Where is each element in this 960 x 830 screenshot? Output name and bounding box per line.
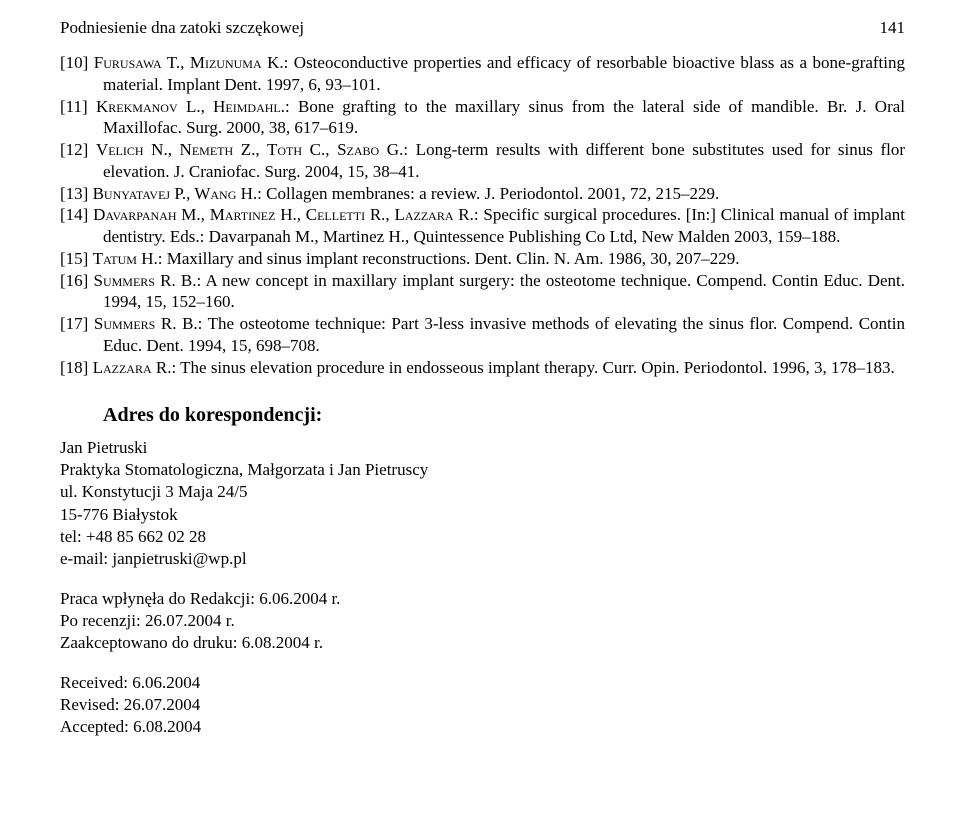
ref-num: [13] — [60, 184, 88, 203]
reference-item: [11] Krekmanov L., Heimdahl.: Bone graft… — [60, 96, 905, 140]
date-line: Po recenzji: 26.07.2004 r. — [60, 610, 905, 632]
ref-authors: Davarpanah M., Martinez H., Celletti R.,… — [93, 205, 474, 224]
ref-authors: Summers R. B. — [94, 271, 197, 290]
reference-item: [12] Velich N., Nemeth Z., Toth C., Szab… — [60, 139, 905, 183]
date-line: Praca wpłynęła do Redakcji: 6.06.2004 r. — [60, 588, 905, 610]
ref-authors: Furusawa T., Mizunuma K. — [94, 53, 284, 72]
ref-rest: : A new concept in maxillary implant sur… — [103, 271, 905, 312]
ref-authors: Lazzara R. — [93, 358, 172, 377]
ref-num: [14] — [60, 205, 88, 224]
spacer — [60, 570, 905, 588]
reference-item: [14] Davarpanah M., Martinez H., Cellett… — [60, 204, 905, 248]
ref-num: [12] — [60, 140, 88, 159]
ref-rest: : Collagen membranes: a review. J. Perio… — [257, 184, 719, 203]
spacer — [60, 654, 905, 672]
address-line: ul. Konstytucji 3 Maja 24/5 — [60, 481, 905, 503]
reference-item: [18] Lazzara R.: The sinus elevation pro… — [60, 357, 905, 379]
correspondence-heading: Adres do korespondencji: — [60, 404, 905, 427]
ref-num: [15] — [60, 249, 88, 268]
address-line: tel: +48 85 662 02 28 — [60, 526, 905, 548]
references-list: [10] Furusawa T., Mizunuma K.: Osteocond… — [60, 52, 905, 378]
date-line: Zaakceptowano do druku: 6.08.2004 r. — [60, 632, 905, 654]
submission-dates: Praca wpłynęła do Redakcji: 6.06.2004 r.… — [60, 588, 905, 654]
reference-item: [16] Summers R. B.: A new concept in max… — [60, 270, 905, 314]
ref-authors: Tatum H. — [93, 249, 158, 268]
reference-item: [10] Furusawa T., Mizunuma K.: Osteocond… — [60, 52, 905, 96]
reference-item: [17] Summers R. B.: The osteotome techni… — [60, 313, 905, 357]
ref-num: [10] — [60, 53, 88, 72]
correspondence-address: Jan Pietruski Praktyka Stomatologiczna, … — [60, 437, 905, 570]
page-container: Podniesienie dna zatoki szczękowej 141 [… — [0, 0, 960, 758]
address-line: Praktyka Stomatologiczna, Małgorzata i J… — [60, 459, 905, 481]
date-line: Accepted: 6.08.2004 — [60, 716, 905, 738]
date-line: Received: 6.06.2004 — [60, 672, 905, 694]
ref-rest: : The sinus elevation procedure in endos… — [171, 358, 894, 377]
date-line: Revised: 26.07.2004 — [60, 694, 905, 716]
reference-item: [13] Bunyatavej P., Wang H.: Collagen me… — [60, 183, 905, 205]
ref-authors: Velich N., Nemeth Z., Toth C., Szabo G. — [96, 140, 403, 159]
ref-authors: Krekmanov L., Heimdahl. — [96, 97, 285, 116]
address-line: Jan Pietruski — [60, 437, 905, 459]
ref-num: [11] — [60, 97, 88, 116]
ref-authors: Bunyatavej P., Wang H. — [93, 184, 258, 203]
page-number: 141 — [880, 18, 906, 38]
address-line: e-mail: janpietruski@wp.pl — [60, 548, 905, 570]
received-dates: Received: 6.06.2004 Revised: 26.07.2004 … — [60, 672, 905, 738]
address-line: 15-776 Białystok — [60, 504, 905, 526]
running-header: Podniesienie dna zatoki szczękowej 141 — [60, 18, 905, 38]
ref-rest: : The osteotome technique: Part 3-less i… — [103, 314, 905, 355]
ref-rest: : Maxillary and sinus implant reconstruc… — [158, 249, 740, 268]
ref-num: [18] — [60, 358, 88, 377]
ref-num: [16] — [60, 271, 88, 290]
reference-item: [15] Tatum H.: Maxillary and sinus impla… — [60, 248, 905, 270]
ref-authors: Summers R. B. — [94, 314, 198, 333]
running-title: Podniesienie dna zatoki szczękowej — [60, 18, 304, 38]
ref-num: [17] — [60, 314, 88, 333]
